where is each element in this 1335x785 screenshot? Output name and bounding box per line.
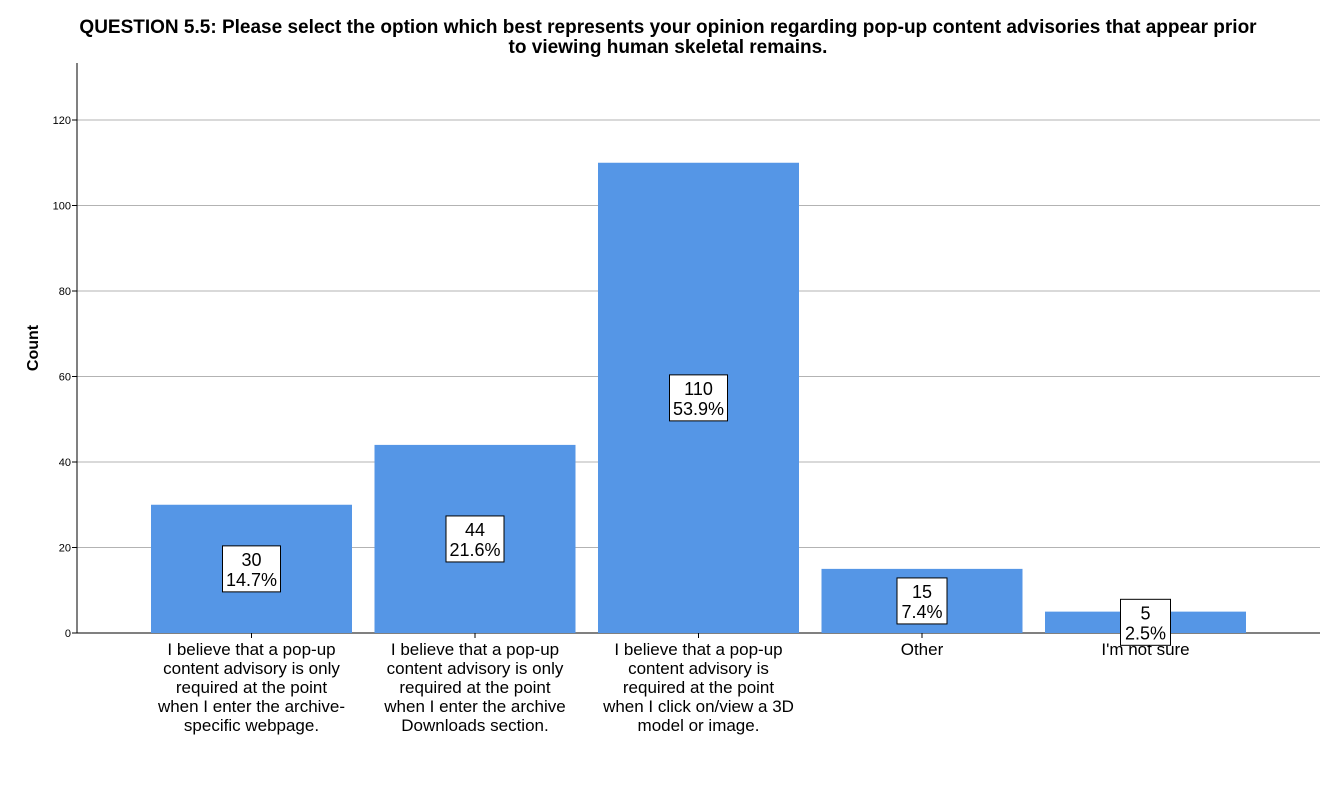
category-label-line: I believe that a pop-up [391, 640, 559, 659]
category-label-line: I believe that a pop-up [614, 640, 782, 659]
category-label-line: specific webpage. [184, 716, 319, 735]
data-label: 157.4% [896, 577, 948, 625]
y-tick-label: 120 [53, 115, 71, 127]
data-label-count: 30 [241, 550, 261, 570]
category-label-line: required at the point [176, 678, 327, 697]
data-label-box [1120, 598, 1171, 646]
data-label-percent: 53.9% [673, 399, 724, 419]
y-tick-label: 80 [59, 286, 71, 298]
y-tick-label: 0 [65, 628, 71, 640]
category-label-line: model or image. [638, 716, 760, 735]
data-label-box [222, 545, 281, 593]
data-label-percent: 21.6% [449, 540, 500, 560]
y-tick-label: 40 [59, 457, 71, 469]
category-label-line: required at the point [623, 678, 774, 697]
category-label-line: content advisory is only [387, 659, 564, 678]
chart-title: QUESTION 5.5: Please select the option w… [79, 17, 1257, 58]
data-label-percent: 2.5% [1125, 623, 1166, 643]
category-label-line: Other [901, 640, 944, 659]
data-label-percent: 7.4% [901, 602, 942, 622]
category-label: I believe that a pop-up content advisory … [602, 640, 794, 735]
chart-title-line: QUESTION 5.5: Please select the option w… [79, 17, 1257, 38]
data-label-box [669, 374, 728, 422]
y-axis-label: Count [25, 324, 42, 371]
y-tick-label: 20 [59, 543, 71, 555]
data-label-count: 44 [465, 520, 485, 540]
category-label-line: I believe that a pop-up [167, 640, 335, 659]
data-label-count: 5 [1140, 603, 1150, 623]
data-label-box [445, 515, 505, 563]
y-tick-label: 60 [59, 372, 71, 384]
category-label-line: Downloads section. [401, 716, 548, 735]
data-label: 52.5% [1120, 598, 1171, 646]
data-label-count: 110 [684, 379, 713, 399]
y-tick-labels: 0 20 40 60 80 100 120 [53, 115, 77, 640]
category-label-line: required at the point [399, 678, 550, 697]
category-labels: I believe that a pop-up content advisory … [157, 633, 1190, 735]
data-label-count: 15 [912, 582, 932, 602]
category-label: I believe that a pop-up content advisory … [157, 640, 345, 735]
y-tick-label: 100 [53, 201, 71, 213]
category-label: Other [901, 640, 944, 659]
chart-title-line: to viewing human skeletal remains. [509, 37, 828, 58]
category-label-line: when I enter the archive- [157, 697, 345, 716]
category-label-line: content advisory is only [163, 659, 340, 678]
category-label-line: when I enter the archive [383, 697, 565, 716]
category-label-line: content advisory is [628, 659, 769, 678]
category-label: I believe that a pop-up content advisory … [383, 640, 565, 735]
category-label-line: when I click on/view a 3D [602, 697, 794, 716]
data-label-box [896, 577, 948, 625]
data-label-percent: 14.7% [226, 570, 277, 590]
